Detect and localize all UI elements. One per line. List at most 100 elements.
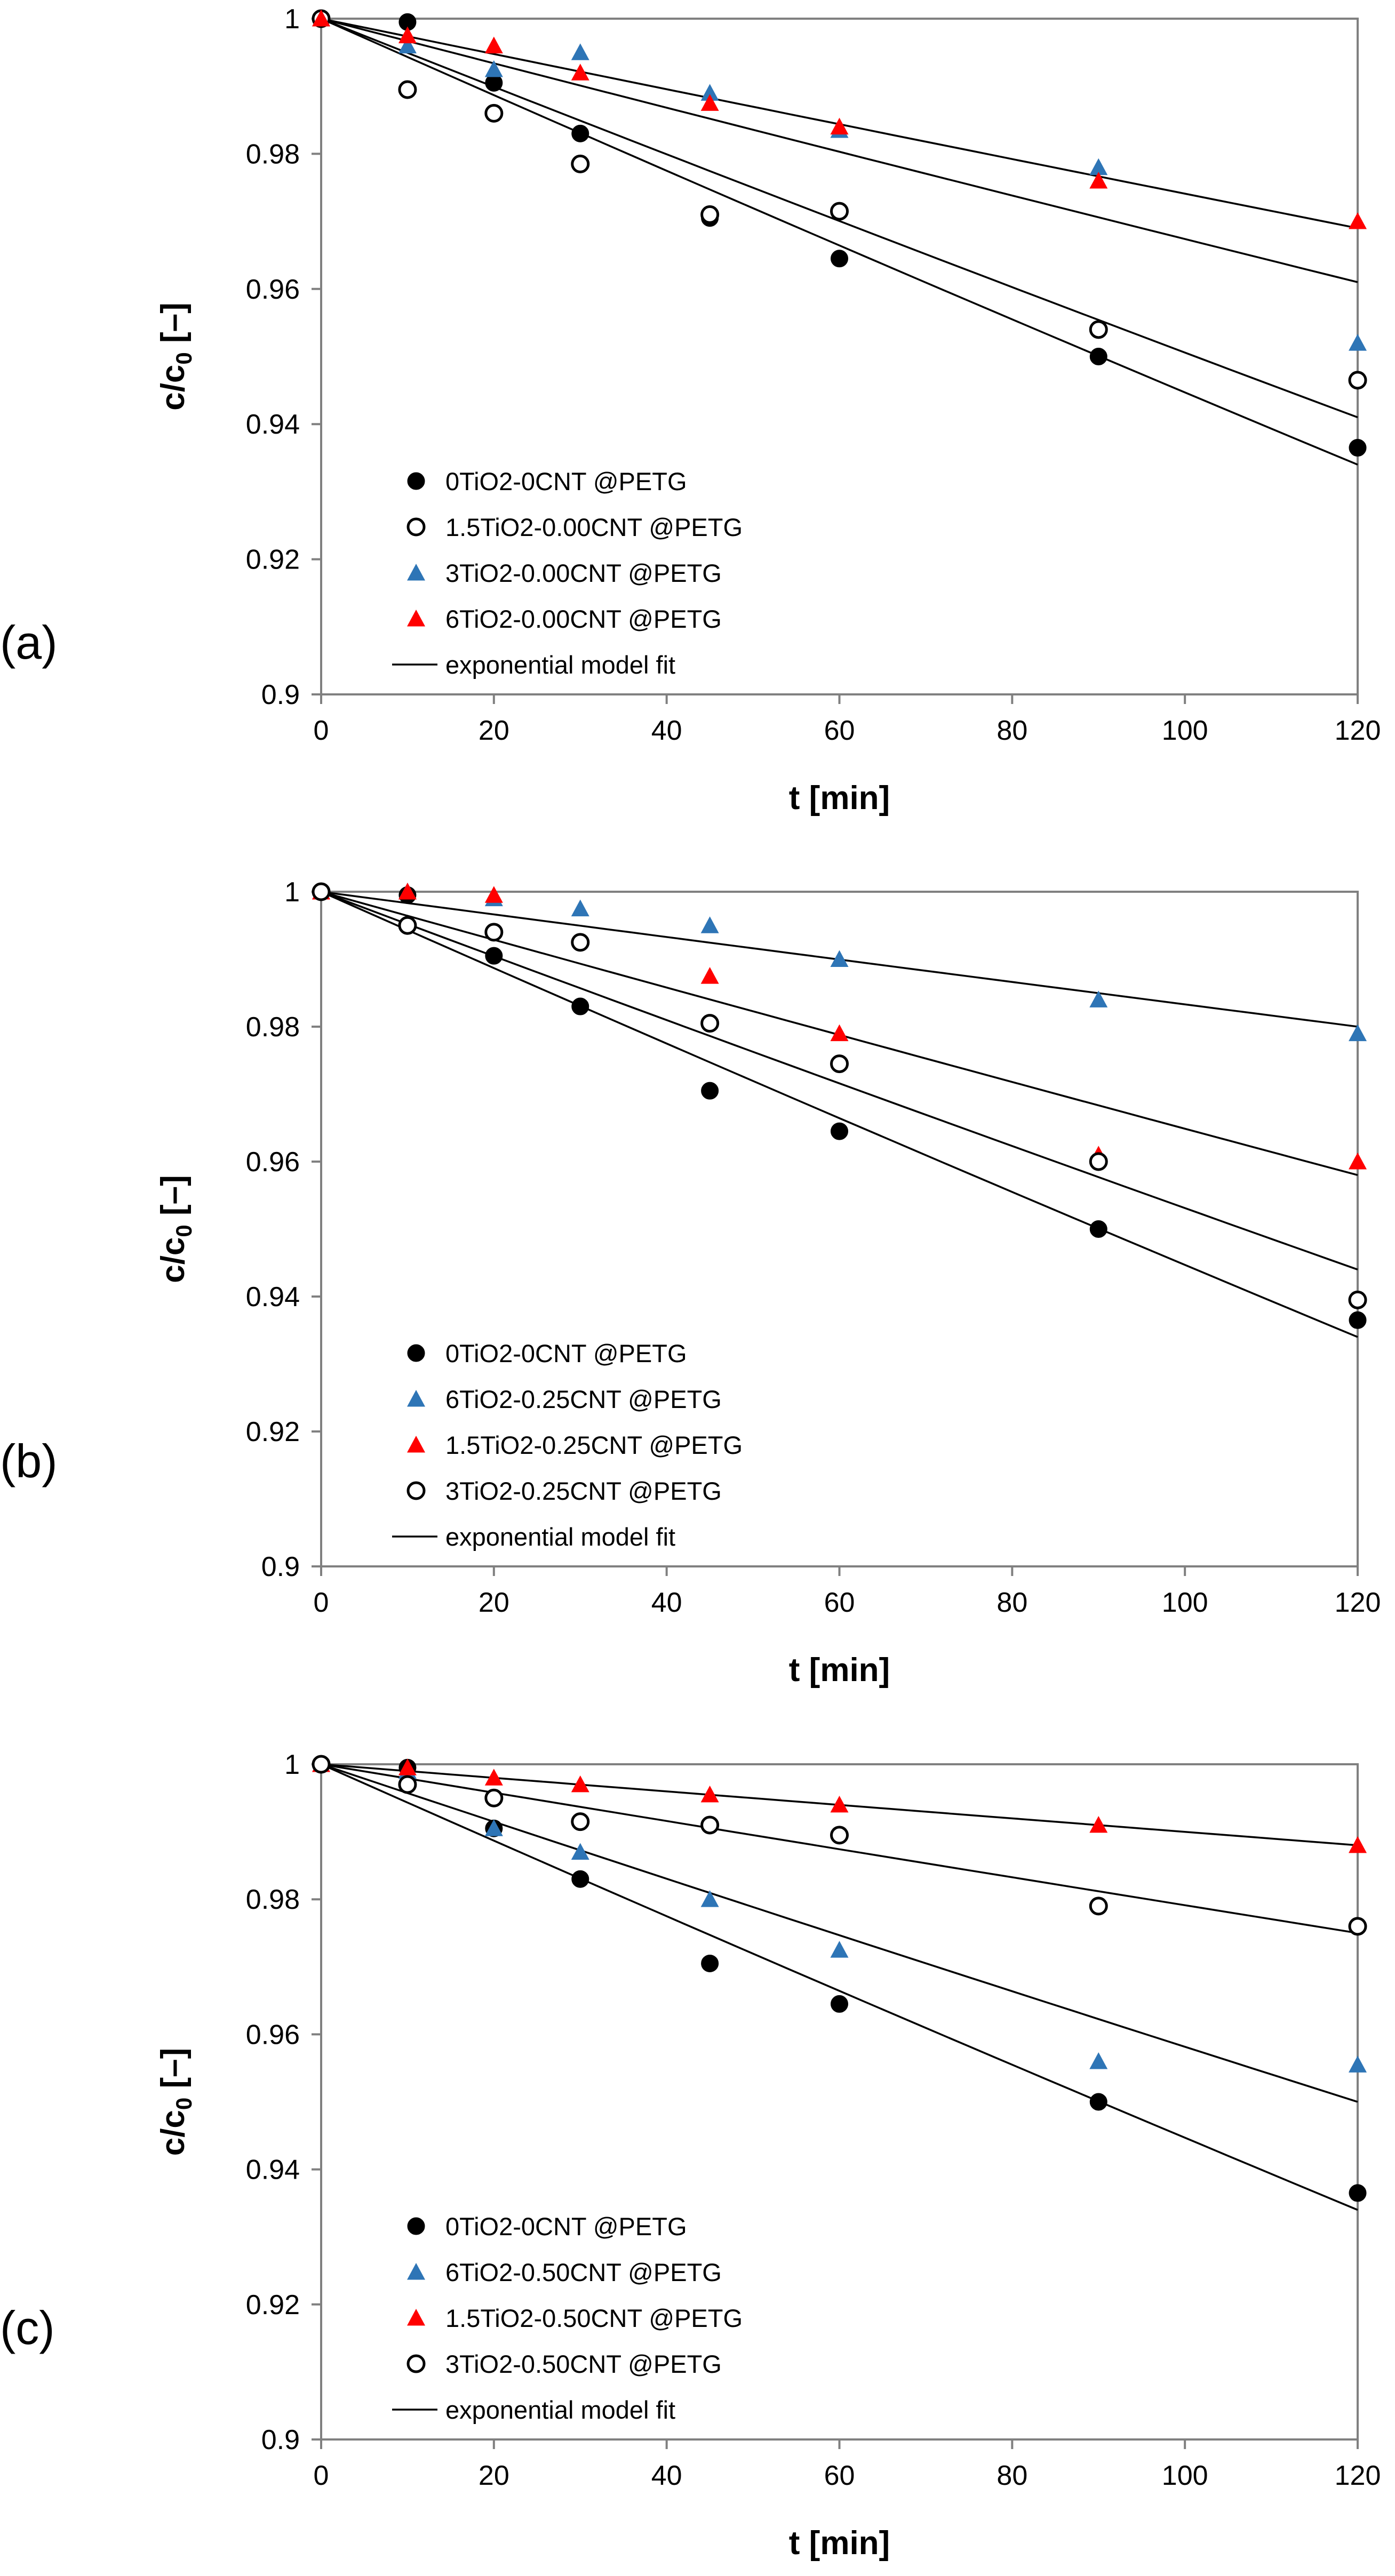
x-tick-label: 120: [1335, 1587, 1381, 1618]
legend-marker: [407, 2217, 425, 2235]
y-axis-label-sub: 0: [171, 2098, 196, 2110]
x-tick-label: 0: [314, 2460, 329, 2491]
y-tick-label: 0.98: [246, 1884, 300, 1915]
legend-entry: 6TiO2-0.50CNT @PETG: [445, 2258, 722, 2286]
legend-marker: [407, 1344, 425, 1362]
y-tick-label: 0.96: [246, 2019, 300, 2050]
data-point-s2-p4: [700, 84, 719, 101]
data-point-s3-p5: [830, 1054, 849, 1074]
data-point-s2-p5: [830, 1795, 849, 1813]
data-point-s0-p7: [1349, 2184, 1367, 2202]
y-tick-label: 0.98: [246, 139, 300, 170]
legend-marker: [407, 610, 425, 627]
fit-line: [321, 891, 1358, 1338]
x-axis-label: t [min]: [789, 780, 890, 817]
x-tick-label: 100: [1162, 2460, 1208, 2491]
data-point-s3-p0: [312, 882, 331, 901]
legend-marker: [407, 1436, 425, 1453]
data-point-s1-p3: [571, 1843, 589, 1860]
legend-marker: [407, 2309, 425, 2326]
data-point-s2-p7: [1349, 1836, 1367, 1853]
data-point-s2-p3: [571, 43, 589, 60]
legend-entry: 0TiO2-0CNT @PETG: [445, 2212, 687, 2241]
legend-marker: [407, 472, 425, 490]
data-point-s0-p2: [485, 947, 503, 965]
legend-marker: [407, 2263, 425, 2280]
data-point-s3-p2: [484, 923, 504, 942]
data-point-s0-p3: [571, 997, 589, 1015]
legend-marker: [407, 1390, 425, 1407]
data-point-s2-p1: [398, 1758, 417, 1775]
panel-label: (c): [0, 2301, 55, 2354]
data-point-s2-p1: [398, 36, 417, 54]
data-point-s0-p7: [1349, 439, 1367, 457]
data-point-s3-p4: [700, 1815, 720, 1835]
data-point-s3-p7: [1349, 212, 1367, 229]
legend-entry: 1.5TiO2-0.50CNT @PETG: [445, 2304, 743, 2332]
data-point-s3-p1: [398, 26, 417, 44]
x-tick-label: 60: [824, 2460, 855, 2491]
x-tick-label: 20: [479, 1587, 509, 1618]
data-point-s0-p6: [1089, 348, 1107, 365]
y-tick-label: 1: [284, 877, 300, 908]
data-point-s1-p3: [571, 899, 589, 917]
x-tick-label: 20: [479, 2460, 509, 2491]
x-axis-label: t [min]: [789, 2525, 890, 2562]
legend-marker: [406, 2354, 426, 2373]
y-axis-label-unit: [–]: [155, 302, 192, 352]
data-point-s2-p3: [571, 1775, 589, 1793]
legend-fit-entry: exponential model fit: [445, 651, 675, 679]
y-axis-label: c/c0 [–]: [155, 302, 196, 411]
panel-label: (a): [0, 616, 58, 669]
x-tick-label: 60: [824, 1587, 855, 1618]
data-point-s0-p5: [831, 1995, 848, 2013]
data-point-s1-p4: [700, 205, 720, 224]
data-point-s0-p6: [1089, 2093, 1107, 2111]
y-axis-label-sub: 0: [171, 1225, 196, 1237]
data-point-s1-p5: [830, 1941, 849, 1958]
data-point-s0-p4: [701, 1954, 719, 1972]
x-tick-label: 40: [651, 1587, 682, 1618]
legend-entry: 3TiO2-0.00CNT @PETG: [445, 559, 722, 587]
data-point-s1-p7: [1349, 1024, 1367, 1042]
x-tick-label: 100: [1162, 715, 1208, 746]
data-point-s1-p5: [830, 202, 849, 221]
y-tick-label: 1: [284, 4, 300, 35]
legend-marker: [407, 564, 425, 581]
data-point-s0-p3: [571, 124, 589, 142]
panel-label: (b): [0, 1435, 58, 1487]
y-axis-label-main: c/c: [155, 1237, 192, 1283]
x-tick-label: 80: [997, 2460, 1027, 2491]
y-tick-label: 1: [284, 1749, 300, 1780]
data-point-s1-p3: [571, 154, 590, 173]
y-tick-label: 0.92: [246, 545, 300, 575]
data-point-s1-p6: [1089, 320, 1108, 339]
y-axis-label: c/c0 [–]: [155, 2048, 196, 2156]
data-point-s3-p4: [700, 94, 719, 111]
fit-line: [321, 1763, 1358, 2211]
data-point-s2-p5: [830, 1024, 849, 1042]
x-tick-label: 80: [997, 715, 1027, 746]
data-point-s2-p2: [484, 60, 503, 77]
x-tick-label: 20: [479, 715, 509, 746]
y-axis-label-unit: [–]: [155, 1175, 192, 1225]
data-point-s1-p2: [484, 103, 504, 123]
y-tick-label: 0.9: [261, 2425, 300, 2455]
data-point-s0-p4: [701, 1082, 719, 1100]
data-point-s0-p2: [485, 74, 503, 92]
panel-2: 0 20 40 60 80 100 120 0.9 0.92 0.94 0.96 0.98 1 t [mi…: [0, 1749, 1381, 2562]
x-axis-label: t [min]: [789, 1652, 890, 1689]
data-point-s0-p3: [571, 1870, 589, 1888]
data-point-s0-p7: [1349, 1311, 1367, 1329]
data-point-s2-p4: [700, 967, 719, 984]
fit-line: [321, 1763, 1358, 2103]
legend-fit-entry: exponential model fit: [445, 1523, 675, 1551]
y-axis-label-main: c/c: [155, 2110, 192, 2156]
x-tick-label: 60: [824, 715, 855, 746]
plot-frame: [320, 891, 1359, 1567]
data-point-s3-p6: [1089, 172, 1108, 189]
y-axis-label-unit: [–]: [155, 2048, 192, 2098]
data-point-s1-p6: [1089, 990, 1108, 1007]
data-point-s2-p1: [398, 883, 417, 900]
